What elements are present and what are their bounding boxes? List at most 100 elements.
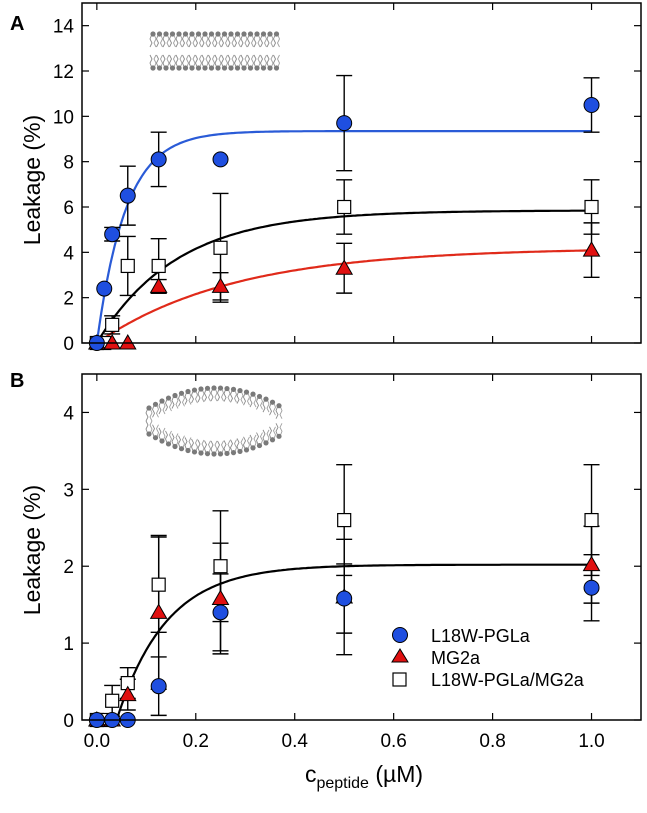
flat-lipid-bilayer-icon xyxy=(149,31,280,71)
flat-bilayer-top-head xyxy=(156,31,163,37)
curved-bilayer-bottom-head xyxy=(230,450,237,456)
curved-bilayer-bottom-tail xyxy=(279,423,283,437)
flat-bilayer-bottom-tail xyxy=(169,54,173,69)
flat-bilayer-bottom-tail xyxy=(247,54,251,69)
curved-bilayer-bottom-tail xyxy=(217,440,221,455)
curved-bilayer-bottom-head xyxy=(172,443,178,450)
flat-bilayer-bottom-head xyxy=(169,65,176,71)
x-tick-label: 0.0 xyxy=(84,731,110,752)
panel-b-letter: B xyxy=(10,370,24,392)
curved-bilayer-bottom-head xyxy=(211,451,217,457)
flat-bilayer-bottom-tail xyxy=(221,54,225,69)
curved-bilayer-bottom-tail xyxy=(256,432,260,446)
curved-bilayer-top-head xyxy=(256,393,263,400)
data-point-mg2a xyxy=(118,685,137,702)
curved-bilayer-bottom-tail xyxy=(181,435,185,449)
flat-bilayer-top-tail xyxy=(270,33,274,48)
x-tick-label: 0.6 xyxy=(380,731,406,752)
curved-bilayer-bottom-tail xyxy=(266,429,270,444)
curved-bilayer-top-head xyxy=(185,388,191,395)
legend-label-mg2a: MG2a xyxy=(431,648,481,668)
flat-bilayer-top-tail xyxy=(257,33,261,48)
data-point-mix xyxy=(213,240,228,255)
flat-bilayer-bottom-tail xyxy=(273,54,277,69)
curved-bilayer-bottom-head xyxy=(263,440,269,446)
data-point-pgla xyxy=(150,678,167,695)
curved-bilayer-top-tail xyxy=(175,395,179,409)
flat-bilayer-top-head xyxy=(254,31,260,37)
data-point-pgla xyxy=(104,226,121,243)
flat-bilayer-bottom-head xyxy=(202,65,208,71)
curved-bilayer-bottom-tail xyxy=(236,438,240,452)
data-point-mix xyxy=(120,258,135,274)
flat-bilayer-top-head xyxy=(247,31,254,37)
curved-bilayer-bottom-tail xyxy=(171,433,175,447)
flat-bilayer-top-tail xyxy=(253,33,257,48)
flat-bilayer-top-tail xyxy=(172,33,176,48)
flat-bilayer-top-head xyxy=(195,31,202,37)
curved-bilayer-top-tail xyxy=(259,396,263,410)
flat-bilayer-bottom-tail xyxy=(205,54,209,69)
flat-bilayer-bottom-tail xyxy=(185,54,189,69)
curved-bilayer-top-tail xyxy=(181,393,185,407)
flat-bilayer-top-tail xyxy=(240,33,244,48)
curved-bilayer-top-tail xyxy=(266,398,270,413)
y-tick-label: 1 xyxy=(63,634,74,655)
data-point-mg2a xyxy=(211,589,230,606)
flat-bilayer-bottom-head xyxy=(150,65,156,71)
panel-a-letter: A xyxy=(10,13,24,35)
curved-bilayer-top-head xyxy=(172,392,178,399)
curved-bilayer-top-tail xyxy=(188,391,192,405)
curved-bilayer-top-tail xyxy=(220,387,224,402)
flat-bilayer-bottom-tail xyxy=(276,54,280,69)
flat-bilayer-top-head xyxy=(150,31,156,37)
curved-bilayer-bottom-tail xyxy=(275,423,279,437)
curved-bilayer-top-tail xyxy=(184,391,188,405)
curved-bilayer-top-head xyxy=(243,389,250,395)
curved-bilayer-bottom-tail xyxy=(220,440,224,455)
data-point-mg2a xyxy=(582,555,601,572)
y-tick-label: 6 xyxy=(63,198,74,219)
panel-a-marks: 0 2 4 6 8 10 12 14 xyxy=(53,3,641,355)
legend-label-pgla: L18W-PGLa xyxy=(431,626,531,646)
flat-bilayer-bottom-tail xyxy=(240,54,244,69)
curved-bilayer-top-tail xyxy=(227,388,231,402)
curved-bilayer-bottom-head xyxy=(217,451,224,457)
flat-bilayer-top-head xyxy=(228,31,234,37)
curved-bilayer-top-tail xyxy=(262,398,266,413)
flat-bilayer-bottom-tail xyxy=(214,54,218,69)
curved-bilayer-top-tail xyxy=(194,389,198,404)
flat-bilayer-bottom-head xyxy=(176,65,182,71)
curved-bilayer-top-head xyxy=(224,385,230,392)
data-point-pgla xyxy=(583,97,600,113)
flat-bilayer-bottom-tail xyxy=(234,54,238,69)
flat-bilayer-top-head xyxy=(221,31,228,37)
curved-bilayer-bottom-head xyxy=(152,435,159,441)
curved-bilayer-top-head xyxy=(230,386,237,392)
flat-bilayer-top-head xyxy=(273,31,280,37)
curved-bilayer-top-tail xyxy=(201,388,205,403)
curved-bilayer-top-tail xyxy=(155,404,159,418)
flat-bilayer-top-tail xyxy=(276,33,280,48)
flat-bilayer-top-tail xyxy=(273,33,277,48)
data-point-mix xyxy=(151,258,166,274)
curved-bilayer-bottom-tail xyxy=(204,440,208,454)
data-point-mix xyxy=(213,559,228,574)
flat-bilayer-top-tail xyxy=(214,33,218,48)
y-tick-label: 2 xyxy=(63,289,74,310)
data-point-mix xyxy=(584,199,599,215)
curved-bilayer-top-head xyxy=(159,398,165,404)
curved-bilayer-bottom-tail xyxy=(249,434,253,449)
curved-bilayer-bottom-tail xyxy=(149,420,153,435)
flat-bilayer-top-tail xyxy=(266,33,270,48)
data-point-pgla xyxy=(96,280,113,297)
curved-bilayer-bottom-head xyxy=(250,445,256,451)
flat-bilayer-top-tail xyxy=(159,33,163,48)
curved-bilayer-bottom-tail xyxy=(243,436,247,451)
flat-bilayer-bottom-tail xyxy=(266,54,270,69)
curved-bilayer-bottom-tail xyxy=(214,440,218,455)
flat-bilayer-top-tail xyxy=(182,33,186,48)
flat-bilayer-bottom-tail xyxy=(195,54,199,69)
flat-bilayer-top-head xyxy=(234,31,241,37)
